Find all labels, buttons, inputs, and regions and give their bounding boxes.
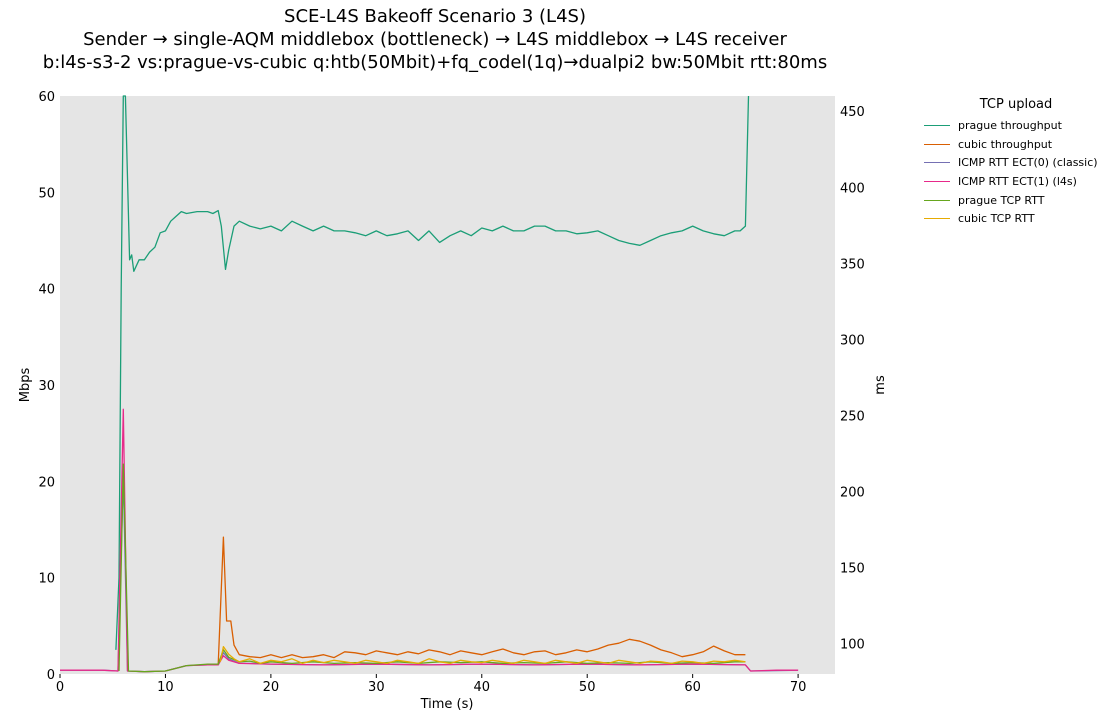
series-line-0	[115, 95, 750, 650]
legend-items: prague throughput cubic throughput ICMP RT…	[918, 116, 1114, 228]
y2-tick-label: 100	[840, 638, 865, 653]
y2-tick-label: 400	[840, 181, 865, 196]
legend-item: prague TCP RTT	[918, 191, 1114, 210]
y-tick-label: 20	[38, 475, 55, 490]
legend-swatch	[924, 180, 950, 182]
legend-swatch	[924, 143, 950, 145]
legend-item: ICMP RTT ECT(0) (classic)	[918, 153, 1114, 172]
y2-tick-label: 450	[840, 105, 865, 120]
y-tick-label: 50	[38, 186, 55, 201]
legend-item: prague throughput	[918, 116, 1114, 135]
x-tick-label: 10	[157, 680, 174, 695]
x-tick-label: 50	[579, 680, 596, 695]
legend-label: prague throughput	[958, 118, 1062, 132]
y-tick-label: 60	[38, 90, 55, 105]
y-tick-label: 40	[38, 283, 55, 298]
x-tick-label: 30	[368, 680, 385, 695]
x-tick-label: 20	[263, 680, 280, 695]
y-axis-label: Mbps	[18, 368, 33, 403]
legend-swatch	[924, 218, 950, 220]
legend-item: cubic TCP RTT	[918, 209, 1114, 228]
legend-item: ICMP RTT ECT(1) (l4s)	[918, 172, 1114, 191]
series-line-4	[118, 463, 746, 673]
y2-tick-label: 150	[840, 562, 865, 577]
chart-title-line-1: SCE-L4S Bakeoff Scenario 3 (L4S)	[284, 6, 586, 27]
x-tick-label: 60	[684, 680, 701, 695]
legend-label: cubic TCP RTT	[958, 212, 1035, 226]
chart-title-line-2: Sender → single-AQM middlebox (bottlenec…	[83, 29, 787, 50]
legend-swatch	[924, 162, 950, 164]
legend-title: TCP upload	[979, 97, 1053, 112]
legend-label: prague TCP RTT	[958, 193, 1045, 207]
legend-label: ICMP RTT ECT(0) (classic)	[958, 156, 1098, 170]
legend: TCP upload prague throughput cubic throug…	[918, 97, 1114, 228]
legend-swatch	[924, 124, 950, 126]
y2-tick-label: 300	[840, 333, 865, 348]
y-tick-label: 10	[38, 572, 55, 587]
y2-tick-label: 350	[840, 257, 865, 272]
x-tick-label: 70	[790, 680, 807, 695]
y2-tick-label: 200	[840, 485, 865, 500]
x-tick-label: 0	[56, 680, 64, 695]
series-layer	[60, 95, 799, 673]
legend-item: cubic throughput	[918, 135, 1114, 154]
y2-tick-label: 250	[840, 409, 865, 424]
axes-layer: 0 10 20 30 40 50 60 70 0 10 20 30 40 50 60 100 150 200 250…	[38, 90, 864, 695]
y-tick-label: 0	[47, 668, 55, 683]
y-tick-label: 30	[38, 379, 55, 394]
chart-title-line-3: b:l4s-s3-2 vs:prague-vs-cubic q:htb(50Mb…	[42, 52, 828, 73]
plot-area	[60, 96, 835, 674]
legend-swatch	[924, 199, 950, 201]
legend-label: ICMP RTT ECT(1) (l4s)	[958, 174, 1077, 188]
legend-label: cubic throughput	[958, 137, 1053, 151]
x-tick-label: 40	[473, 680, 490, 695]
series-line-1	[217, 536, 746, 665]
series-line-5	[219, 645, 746, 665]
y2-axis-label: ms	[873, 375, 888, 395]
x-axis-label: Time (s)	[420, 697, 474, 712]
